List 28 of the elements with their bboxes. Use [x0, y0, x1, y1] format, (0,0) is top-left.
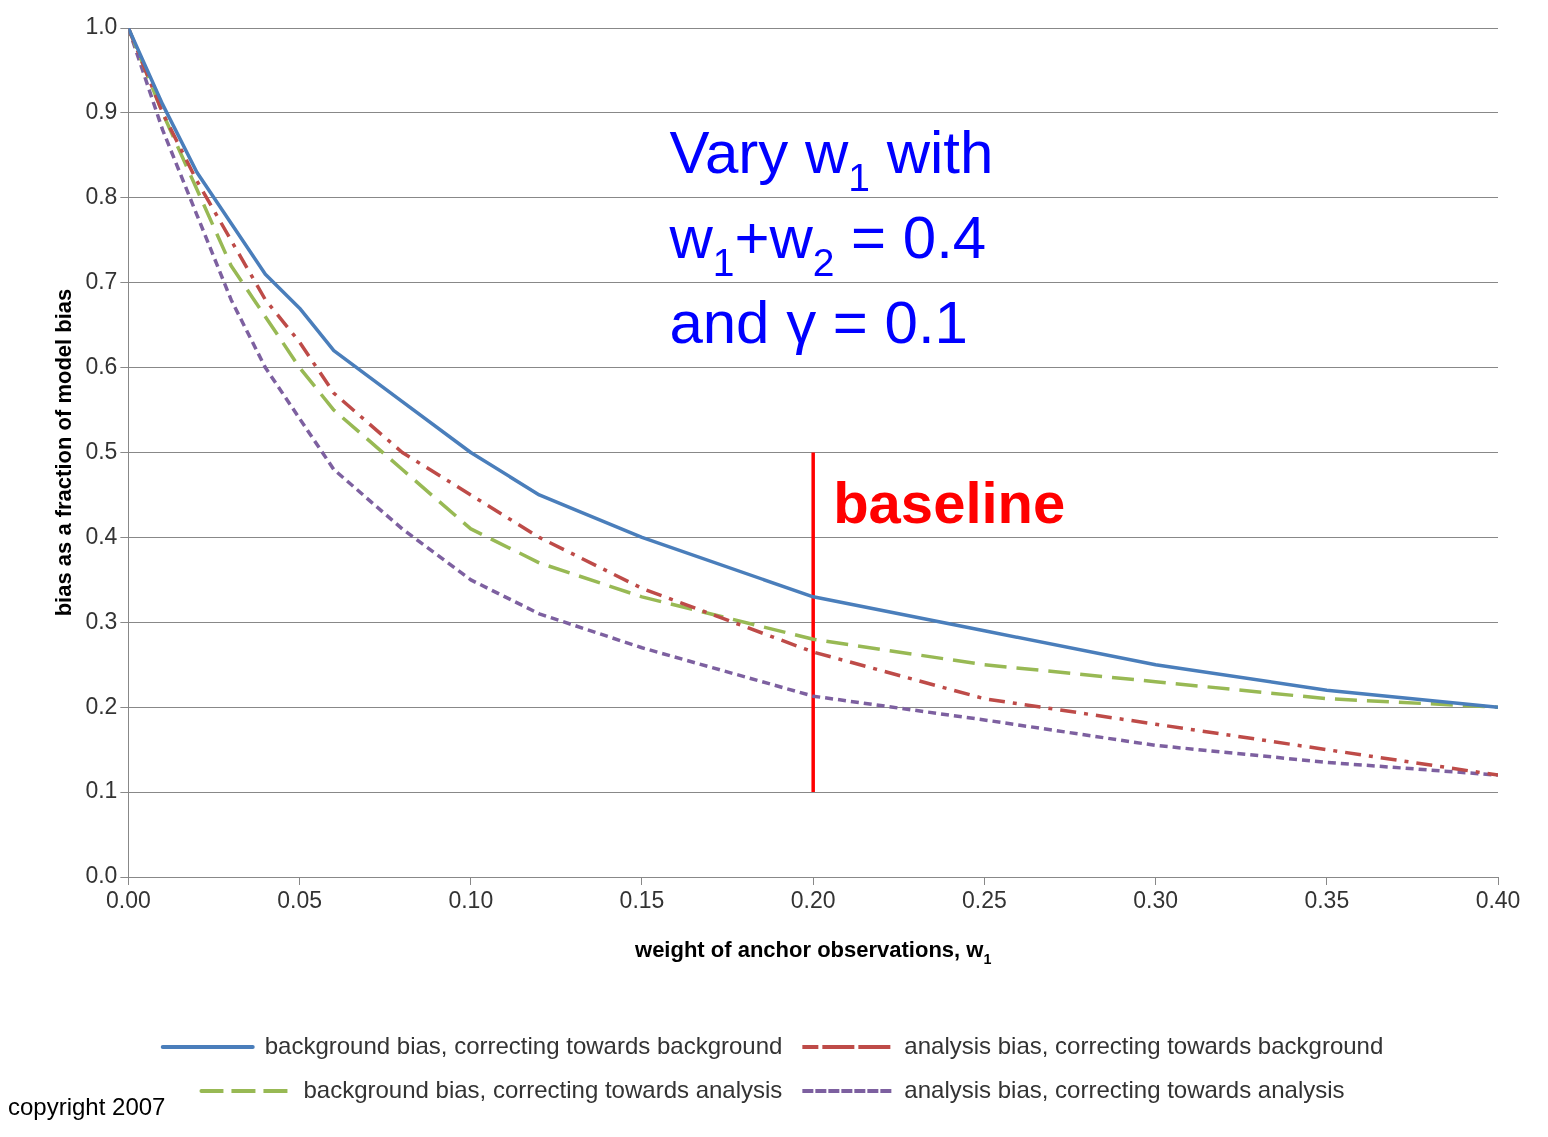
- y-tick-label: 0.3: [85, 607, 118, 634]
- y-tick-label: 0.7: [85, 268, 118, 295]
- y-tick-label: 0.2: [85, 692, 118, 719]
- x-tick-label: 0.05: [277, 887, 322, 914]
- y-tick-label: 0.6: [85, 352, 118, 379]
- series-label: baseline: [833, 469, 1066, 535]
- x-tick-label: 0.00: [105, 887, 151, 914]
- y-tick-label: 0.0: [85, 862, 118, 889]
- x-tick-label: 0.40: [1475, 887, 1521, 914]
- y-tick-label: 0.4: [85, 522, 118, 549]
- y-tick-label: 1.0: [85, 13, 118, 40]
- x-tick-label: 0.20: [790, 887, 836, 914]
- x-tick-label: 0.35: [1304, 887, 1350, 914]
- legend-label: analysis bias, correcting towards analysis: [904, 1075, 1345, 1103]
- y-axis-title: bias as a fraction of model bias: [51, 288, 77, 617]
- y-tick-label: 0.8: [85, 183, 118, 210]
- legend-label: background bias, correcting towards analysis: [303, 1075, 783, 1103]
- x-tick-label: 0.30: [1133, 887, 1178, 914]
- x-tick-label: 0.15: [619, 887, 665, 914]
- y-tick-label: 0.1: [85, 777, 118, 804]
- y-tick-label: 0.5: [85, 437, 118, 464]
- annotation: and γ = 0.1: [669, 289, 968, 356]
- y-tick-label: 0.9: [85, 98, 118, 125]
- x-tick-label: 0.10: [448, 887, 494, 914]
- text: copyright 2007: [8, 1093, 166, 1120]
- legend-label: background bias, correcting towards background: [264, 1031, 783, 1059]
- x-tick-label: 0.25: [962, 887, 1007, 914]
- legend-label: analysis bias, correcting towards background: [904, 1031, 1384, 1059]
